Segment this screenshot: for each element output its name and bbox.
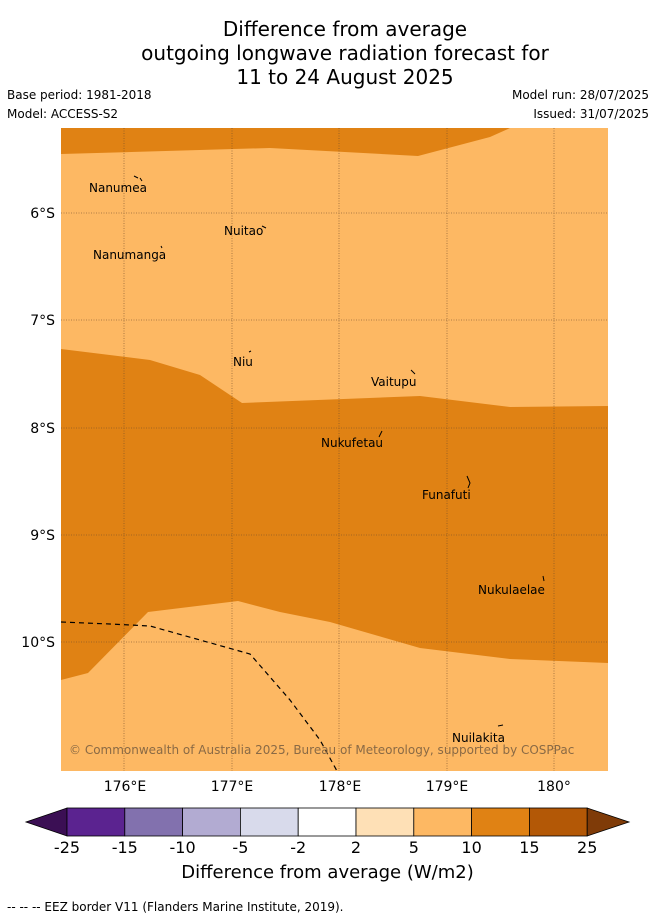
colorbar: -25 -15 -10 -5 -2 2 5 10 15 25 — [24, 807, 631, 857]
place-labels: Nanumea Nuitao Nanumanga Niu Vaitupu Nuk… — [89, 181, 545, 745]
colorbar-upper-extend — [586, 807, 631, 837]
place-nuitao: Nuitao — [224, 224, 263, 238]
place-nanumea: Nanumea — [89, 181, 147, 195]
colorbar-tick-label: -15 — [112, 838, 138, 857]
colorbar-tick-label: 5 — [409, 838, 419, 857]
latitude-labels: 6°S 7°S 8°S 9°S 10°S — [21, 206, 55, 651]
lon-label-179e: 179°E — [426, 779, 469, 795]
colorbar-tick-label: -5 — [232, 838, 248, 857]
anomaly-band-middle — [61, 349, 608, 680]
eez-legend-note: -- -- -- EEZ border V11 (Flanders Marine… — [7, 900, 344, 914]
colorbar-segment — [529, 807, 588, 837]
title-line-3: 11 to 24 August 2025 — [236, 65, 454, 89]
colorbar-tick-label: -25 — [54, 838, 80, 857]
lon-label-180: 180° — [537, 779, 571, 795]
model-run: Model run: 28/07/2025 — [511, 88, 649, 102]
eez-border-line — [61, 621, 338, 771]
issued-date: Issued: 31/07/2025 — [533, 107, 649, 121]
place-nukulaelae: Nukulaelae — [478, 583, 545, 597]
colorbar-segment — [239, 807, 299, 837]
colorbar-tick-label: 2 — [351, 838, 361, 857]
place-nukufetau: Nukufetau — [321, 436, 383, 450]
lat-label-9s: 9°S — [30, 528, 55, 544]
colorbar-title: Difference from average (W/m2) — [181, 862, 474, 883]
colorbar-tick-label: 15 — [519, 838, 539, 857]
longitude-labels: 176°E 177°E 178°E 179°E 180° — [104, 779, 571, 795]
colorbar-tick-label: -2 — [290, 838, 306, 857]
lon-label-178e: 178°E — [319, 779, 362, 795]
place-funafuti: Funafuti — [422, 488, 471, 502]
colorbar-segment — [66, 807, 126, 837]
title-line-1: Difference from average — [222, 17, 468, 41]
base-period: Base period: 1981-2018 — [7, 88, 152, 102]
colorbar-segment — [413, 807, 472, 837]
lon-label-176e: 176°E — [104, 779, 147, 795]
colorbar-segment — [355, 807, 415, 837]
lat-label-6s: 6°S — [30, 206, 55, 222]
graticule — [61, 128, 608, 771]
lat-label-7s: 7°S — [30, 313, 55, 329]
model-name: Model: ACCESS-S2 — [7, 107, 119, 121]
lat-label-8s: 8°S — [30, 421, 55, 437]
lon-label-177e: 177°E — [211, 779, 254, 795]
place-nanumanga: Nanumanga — [93, 248, 166, 262]
place-niu: Niu — [233, 355, 253, 369]
map-plot-area: Nanumea Nuitao Nanumanga Niu Vaitupu Nuk… — [61, 128, 608, 771]
place-vaitupu: Vaitupu — [371, 375, 417, 389]
island-outlines — [133, 175, 545, 727]
colorbar-segment — [182, 807, 241, 837]
colorbar-tick-label: 25 — [577, 838, 597, 857]
anomaly-band-top — [61, 128, 510, 156]
colorbar-segment — [471, 807, 530, 837]
place-nuilakita: Nuilakita — [452, 731, 505, 745]
colorbar-segment — [124, 807, 184, 837]
title-line-2: outgoing longwave radiation forecast for — [141, 41, 549, 65]
copyright-notice: © Commonwealth of Australia 2025, Bureau… — [69, 743, 574, 757]
colorbar-tick-label: 10 — [461, 838, 481, 857]
colorbar-segment — [297, 807, 357, 837]
colorbar-lower-extend — [24, 807, 68, 837]
lat-label-10s: 10°S — [21, 635, 55, 651]
map-title: Difference from average outgoing longwav… — [0, 17, 655, 89]
colorbar-tick-label: -10 — [170, 838, 196, 857]
